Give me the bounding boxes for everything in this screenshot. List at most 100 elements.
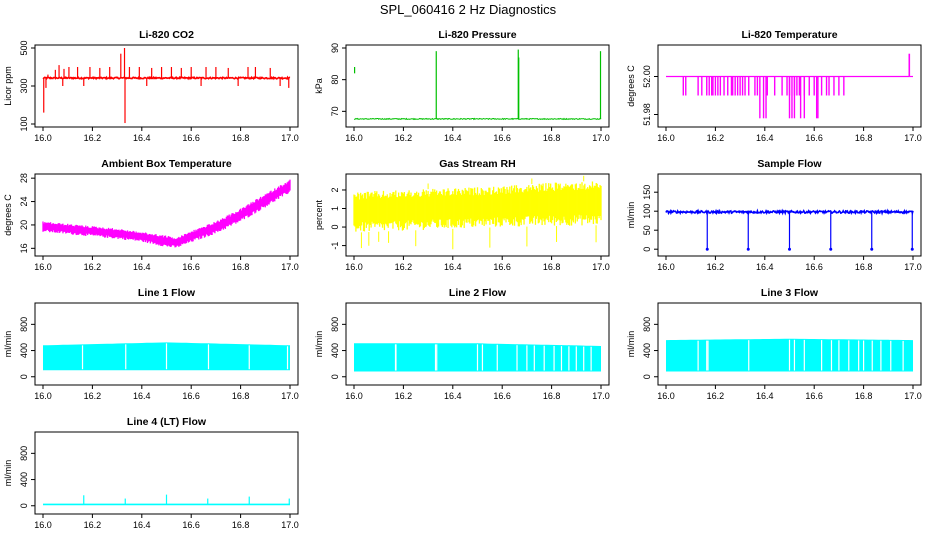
y-tick-label: 52.00 (642, 65, 652, 88)
y-tick-label: 0 (642, 247, 652, 252)
x-tick-label: 17.0 (904, 262, 922, 272)
x-tick-label: 16.2 (395, 133, 413, 143)
data-series (42, 48, 291, 124)
x-tick-label: 16.6 (182, 133, 200, 143)
y-axis-label: ml/min (626, 202, 636, 229)
x-tick-label: 16.6 (182, 262, 200, 272)
plot-frame (657, 302, 922, 386)
y-tick-label: 400 (642, 343, 652, 358)
panel-5: Gas Stream RH percent 16.0 16.2 16.4 16.6 16.8… (314, 158, 610, 272)
x-axis: 16.0 16.2 16.4 16.6 16.8 17.0 (34, 514, 299, 530)
y-tick-label: 800 (19, 446, 29, 461)
y-axis: 0 400 800 (330, 317, 346, 379)
y-axis-label: degrees C (3, 194, 13, 236)
data-line (353, 117, 602, 121)
x-tick-label: 16.2 (395, 391, 413, 401)
y-axis: 70 80 90 (330, 43, 346, 116)
x-tick-label: 16.8 (232, 262, 250, 272)
data-dip-point (705, 247, 709, 251)
x-tick-label: 17.0 (592, 391, 610, 401)
x-axis: 16.0 16.2 16.4 16.6 16.8 17.0 (34, 256, 299, 272)
x-tick-label: 16.6 (493, 391, 511, 401)
panel-title: Line 3 Flow (761, 287, 819, 299)
data-series (353, 49, 602, 121)
x-tick-label: 16.6 (805, 133, 823, 143)
x-tick-label: 16.6 (493, 133, 511, 143)
x-tick-label: 16.6 (805, 262, 823, 272)
x-axis: 16.0 16.2 16.4 16.6 16.8 17.0 (34, 385, 299, 401)
y-tick-label: 50 (642, 225, 652, 235)
y-tick-label: 51.98 (642, 103, 652, 126)
x-tick-label: 16.6 (182, 391, 200, 401)
x-tick-label: 16.8 (232, 520, 250, 530)
y-tick-label: 400 (19, 472, 29, 487)
y-tick-label: 0 (19, 374, 29, 379)
y-tick-label: -1 (330, 242, 340, 250)
x-axis: 16.0 16.2 16.4 16.6 16.8 17.0 (34, 127, 299, 143)
y-axis: 51.98 52.00 (642, 65, 658, 126)
x-tick-label: 16.6 (182, 520, 200, 530)
data-series (354, 343, 601, 372)
panel-title: Li-820 Temperature (741, 29, 837, 41)
y-tick-label: 150 (642, 185, 652, 200)
x-tick-label: 17.0 (904, 133, 922, 143)
panel-9: Line 3 Flow ml/min 16.0 16.2 16.4 16.6 16.8 17.… (626, 287, 922, 401)
x-tick-label: 16.8 (855, 391, 873, 401)
y-tick-label: 80 (330, 75, 340, 85)
panel-title: Ambient Box Temperature (101, 158, 232, 170)
y-axis-label: ml/min (3, 460, 13, 487)
x-tick-label: 16.4 (133, 262, 151, 272)
y-axis: 0 50 100 150 (642, 185, 658, 252)
y-tick-label: 300 (19, 78, 29, 93)
y-axis-label: Licor ppm (3, 66, 13, 106)
x-tick-label: 16.2 (84, 520, 102, 530)
x-tick-label: 16.4 (133, 391, 151, 401)
y-axis: 0 400 800 (642, 317, 658, 379)
y-axis-label: ml/min (626, 331, 636, 358)
data-series (665, 208, 914, 251)
data-series (42, 179, 291, 248)
x-tick-label: 17.0 (281, 391, 299, 401)
x-tick-label: 16.8 (232, 133, 250, 143)
x-tick-label: 16.4 (444, 133, 462, 143)
plot-frame (657, 173, 922, 257)
panel-title: Li-820 CO2 (139, 29, 194, 41)
panel-4: Ambient Box Temperature degrees C 16.0 16.2… (3, 158, 299, 272)
x-tick-label: 16.0 (657, 133, 675, 143)
x-tick-label: 16.2 (395, 262, 413, 272)
x-tick-label: 17.0 (904, 391, 922, 401)
x-tick-label: 17.0 (281, 262, 299, 272)
y-axis: -1 0 1 2 (330, 187, 346, 250)
y-axis-label: percent (314, 199, 324, 230)
panel-title: Sample Flow (757, 158, 822, 170)
y-axis: 0 400 800 (19, 446, 35, 508)
data-series (666, 338, 913, 372)
y-axis: 0 400 800 (19, 317, 35, 379)
x-axis: 16.0 16.2 16.4 16.6 16.8 17.0 (657, 385, 922, 401)
y-tick-label: 500 (19, 40, 29, 55)
x-axis: 16.0 16.2 16.4 16.6 16.8 17.0 (657, 127, 922, 143)
y-tick-label: 0 (19, 503, 29, 508)
y-tick-label: 800 (642, 317, 652, 332)
data-dip-point (829, 247, 833, 251)
plot-frame (657, 44, 922, 128)
x-tick-label: 17.0 (592, 133, 610, 143)
y-tick-label: 400 (330, 343, 340, 358)
plot-frame (345, 44, 610, 128)
x-axis: 16.0 16.2 16.4 16.6 16.8 17.0 (657, 256, 922, 272)
y-axis-label: ml/min (3, 331, 13, 358)
x-tick-label: 16.4 (444, 262, 462, 272)
y-tick-label: 16 (19, 243, 29, 253)
data-dip-point (746, 247, 750, 251)
x-tick-label: 16.8 (232, 391, 250, 401)
panel-8: Line 2 Flow ml/min 16.0 16.2 16.4 16.6 16.8 17.… (314, 287, 610, 401)
y-axis-label: ml/min (314, 331, 324, 358)
y-tick-label: 0 (330, 225, 340, 230)
x-tick-label: 16.0 (34, 262, 52, 272)
y-tick-label: 28 (19, 173, 29, 183)
plot-frame (34, 302, 299, 386)
plot-frame (345, 173, 610, 257)
panel-title: Gas Stream RH (439, 158, 515, 170)
